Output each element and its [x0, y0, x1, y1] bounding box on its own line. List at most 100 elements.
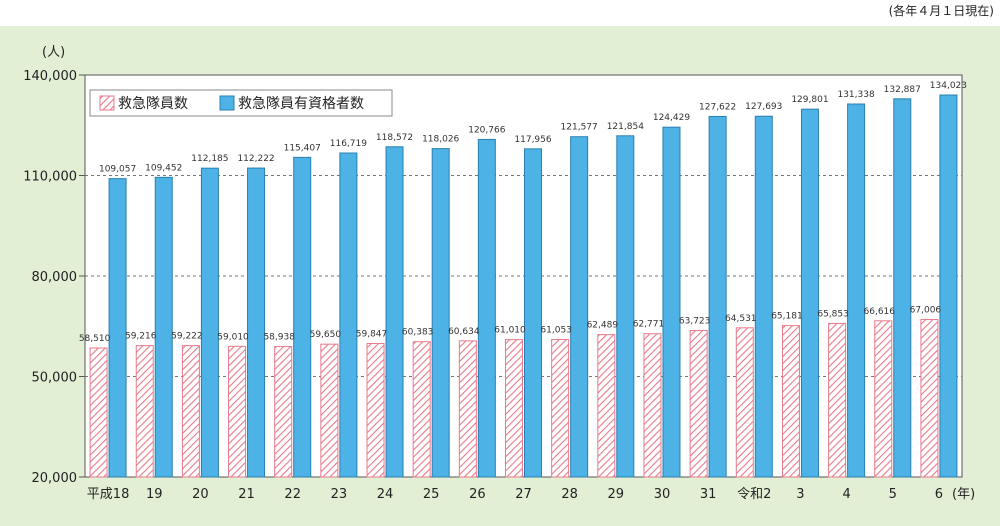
x-tick-label: 24	[377, 487, 394, 502]
data-label-qualified: 118,026	[422, 135, 459, 145]
x-axis-unit: (年)	[952, 487, 975, 502]
bar-members	[505, 339, 523, 478]
bar-qualified	[570, 136, 589, 478]
x-tick-label: 26	[469, 487, 486, 502]
data-label-members: 66,616	[864, 307, 896, 317]
legend-swatch-qualified	[219, 95, 235, 111]
data-label-qualified: 112,185	[191, 154, 228, 164]
data-label-qualified: 109,452	[145, 163, 182, 173]
legend-box	[89, 89, 393, 117]
data-label-qualified: 121,577	[561, 123, 598, 133]
data-label-qualified: 117,956	[514, 135, 551, 145]
data-label-qualified: 109,057	[99, 165, 136, 175]
x-tick-label: 3	[796, 487, 804, 502]
y-tick-label: 50,000	[32, 371, 78, 386]
data-label-members: 58,510	[79, 334, 111, 344]
bar-members	[735, 327, 754, 478]
x-tick-label: 19	[146, 487, 163, 502]
bar-qualified	[847, 103, 866, 478]
bar-members	[366, 343, 385, 478]
bar-qualified	[800, 108, 819, 478]
bar-members	[228, 345, 247, 478]
x-tick-label: 20	[192, 487, 209, 502]
data-label-members: 59,222	[171, 332, 203, 342]
bar-members	[828, 322, 847, 478]
bar-qualified	[708, 115, 727, 478]
data-label-qualified: 121,854	[607, 122, 644, 132]
data-label-members: 61,010	[494, 326, 526, 336]
data-label-members: 63,723	[679, 317, 711, 327]
bar-members	[89, 347, 108, 478]
data-label-qualified: 127,693	[745, 102, 782, 112]
data-label-qualified: 116,719	[330, 139, 367, 149]
bar-members	[920, 319, 939, 478]
bar-members	[320, 343, 339, 478]
data-label-qualified: 118,572	[376, 133, 413, 143]
bar-qualified	[108, 178, 127, 478]
x-tick-label: 21	[238, 487, 255, 502]
data-label-members: 65,181	[771, 312, 803, 322]
x-tick-label: 25	[423, 487, 440, 502]
data-label-members: 62,489	[587, 321, 619, 331]
x-tick-label: 28	[561, 487, 578, 502]
legend: 救急隊員数 救急隊員有資格者数	[89, 89, 393, 117]
y-axis-unit: (人)	[42, 45, 65, 60]
bar-qualified	[616, 135, 635, 478]
bar-members	[181, 345, 200, 478]
data-label-members: 58,938	[263, 333, 295, 343]
data-label-qualified: 131,338	[837, 90, 874, 100]
bar-members	[597, 334, 616, 478]
data-label-members: 59,650	[310, 330, 342, 340]
y-tick-label: 80,000	[32, 270, 78, 285]
bar-qualified	[247, 167, 266, 478]
x-tick-label: 23	[331, 487, 348, 502]
data-label-members: 59,847	[356, 330, 388, 340]
y-tick-label: 110,000	[23, 170, 77, 185]
bar-qualified	[524, 148, 542, 478]
bar-members	[781, 325, 800, 478]
data-label-members: 64,531	[725, 314, 757, 324]
x-tick-label: 22	[284, 487, 301, 502]
bar-qualified	[293, 156, 312, 478]
x-tick-label: 29	[608, 487, 625, 502]
x-tick-label: 令和2	[737, 487, 771, 502]
x-tick-label: 4	[842, 487, 850, 502]
bar-qualified	[200, 167, 219, 478]
data-label-qualified: 124,429	[653, 113, 690, 123]
bar-qualified	[939, 94, 958, 478]
bar-members	[412, 341, 431, 478]
y-tick-label: 140,000	[23, 69, 77, 84]
date-note: (各年４月１日現在)	[888, 4, 994, 18]
bar-qualified	[154, 176, 173, 478]
bar-qualified	[477, 138, 496, 478]
x-tick-label: 6	[935, 487, 943, 502]
bar-members	[874, 320, 893, 478]
data-label-qualified: 129,801	[791, 95, 828, 105]
data-label-qualified: 115,407	[284, 143, 321, 153]
data-label-members: 60,634	[448, 327, 480, 337]
data-label-qualified: 127,622	[699, 102, 736, 112]
legend-swatch-members	[99, 95, 115, 111]
data-label-members: 67,006	[910, 306, 942, 316]
bar-qualified	[339, 152, 358, 478]
bar-qualified	[893, 98, 912, 478]
x-tick-label: 31	[700, 487, 717, 502]
data-label-members: 62,771	[633, 320, 665, 330]
data-label-members: 61,053	[540, 325, 572, 335]
bar-members	[458, 340, 477, 478]
data-label-qualified: 132,887	[884, 85, 921, 95]
x-tick-label: 30	[654, 487, 671, 502]
bar-qualified	[754, 115, 773, 478]
legend-label-members: 救急隊員数	[118, 96, 188, 112]
data-label-qualified: 112,222	[237, 154, 274, 164]
x-tick-label: 27	[515, 487, 532, 502]
bar-members	[643, 333, 662, 478]
legend-label-qualified: 救急隊員有資格者数	[238, 96, 364, 112]
data-label-members: 59,216	[125, 332, 157, 342]
bar-qualified	[662, 126, 681, 478]
bar-members	[689, 330, 708, 478]
bar-members	[274, 346, 293, 478]
data-label-qualified: 120,766	[468, 125, 505, 135]
data-label-qualified: 134,023	[930, 81, 967, 91]
